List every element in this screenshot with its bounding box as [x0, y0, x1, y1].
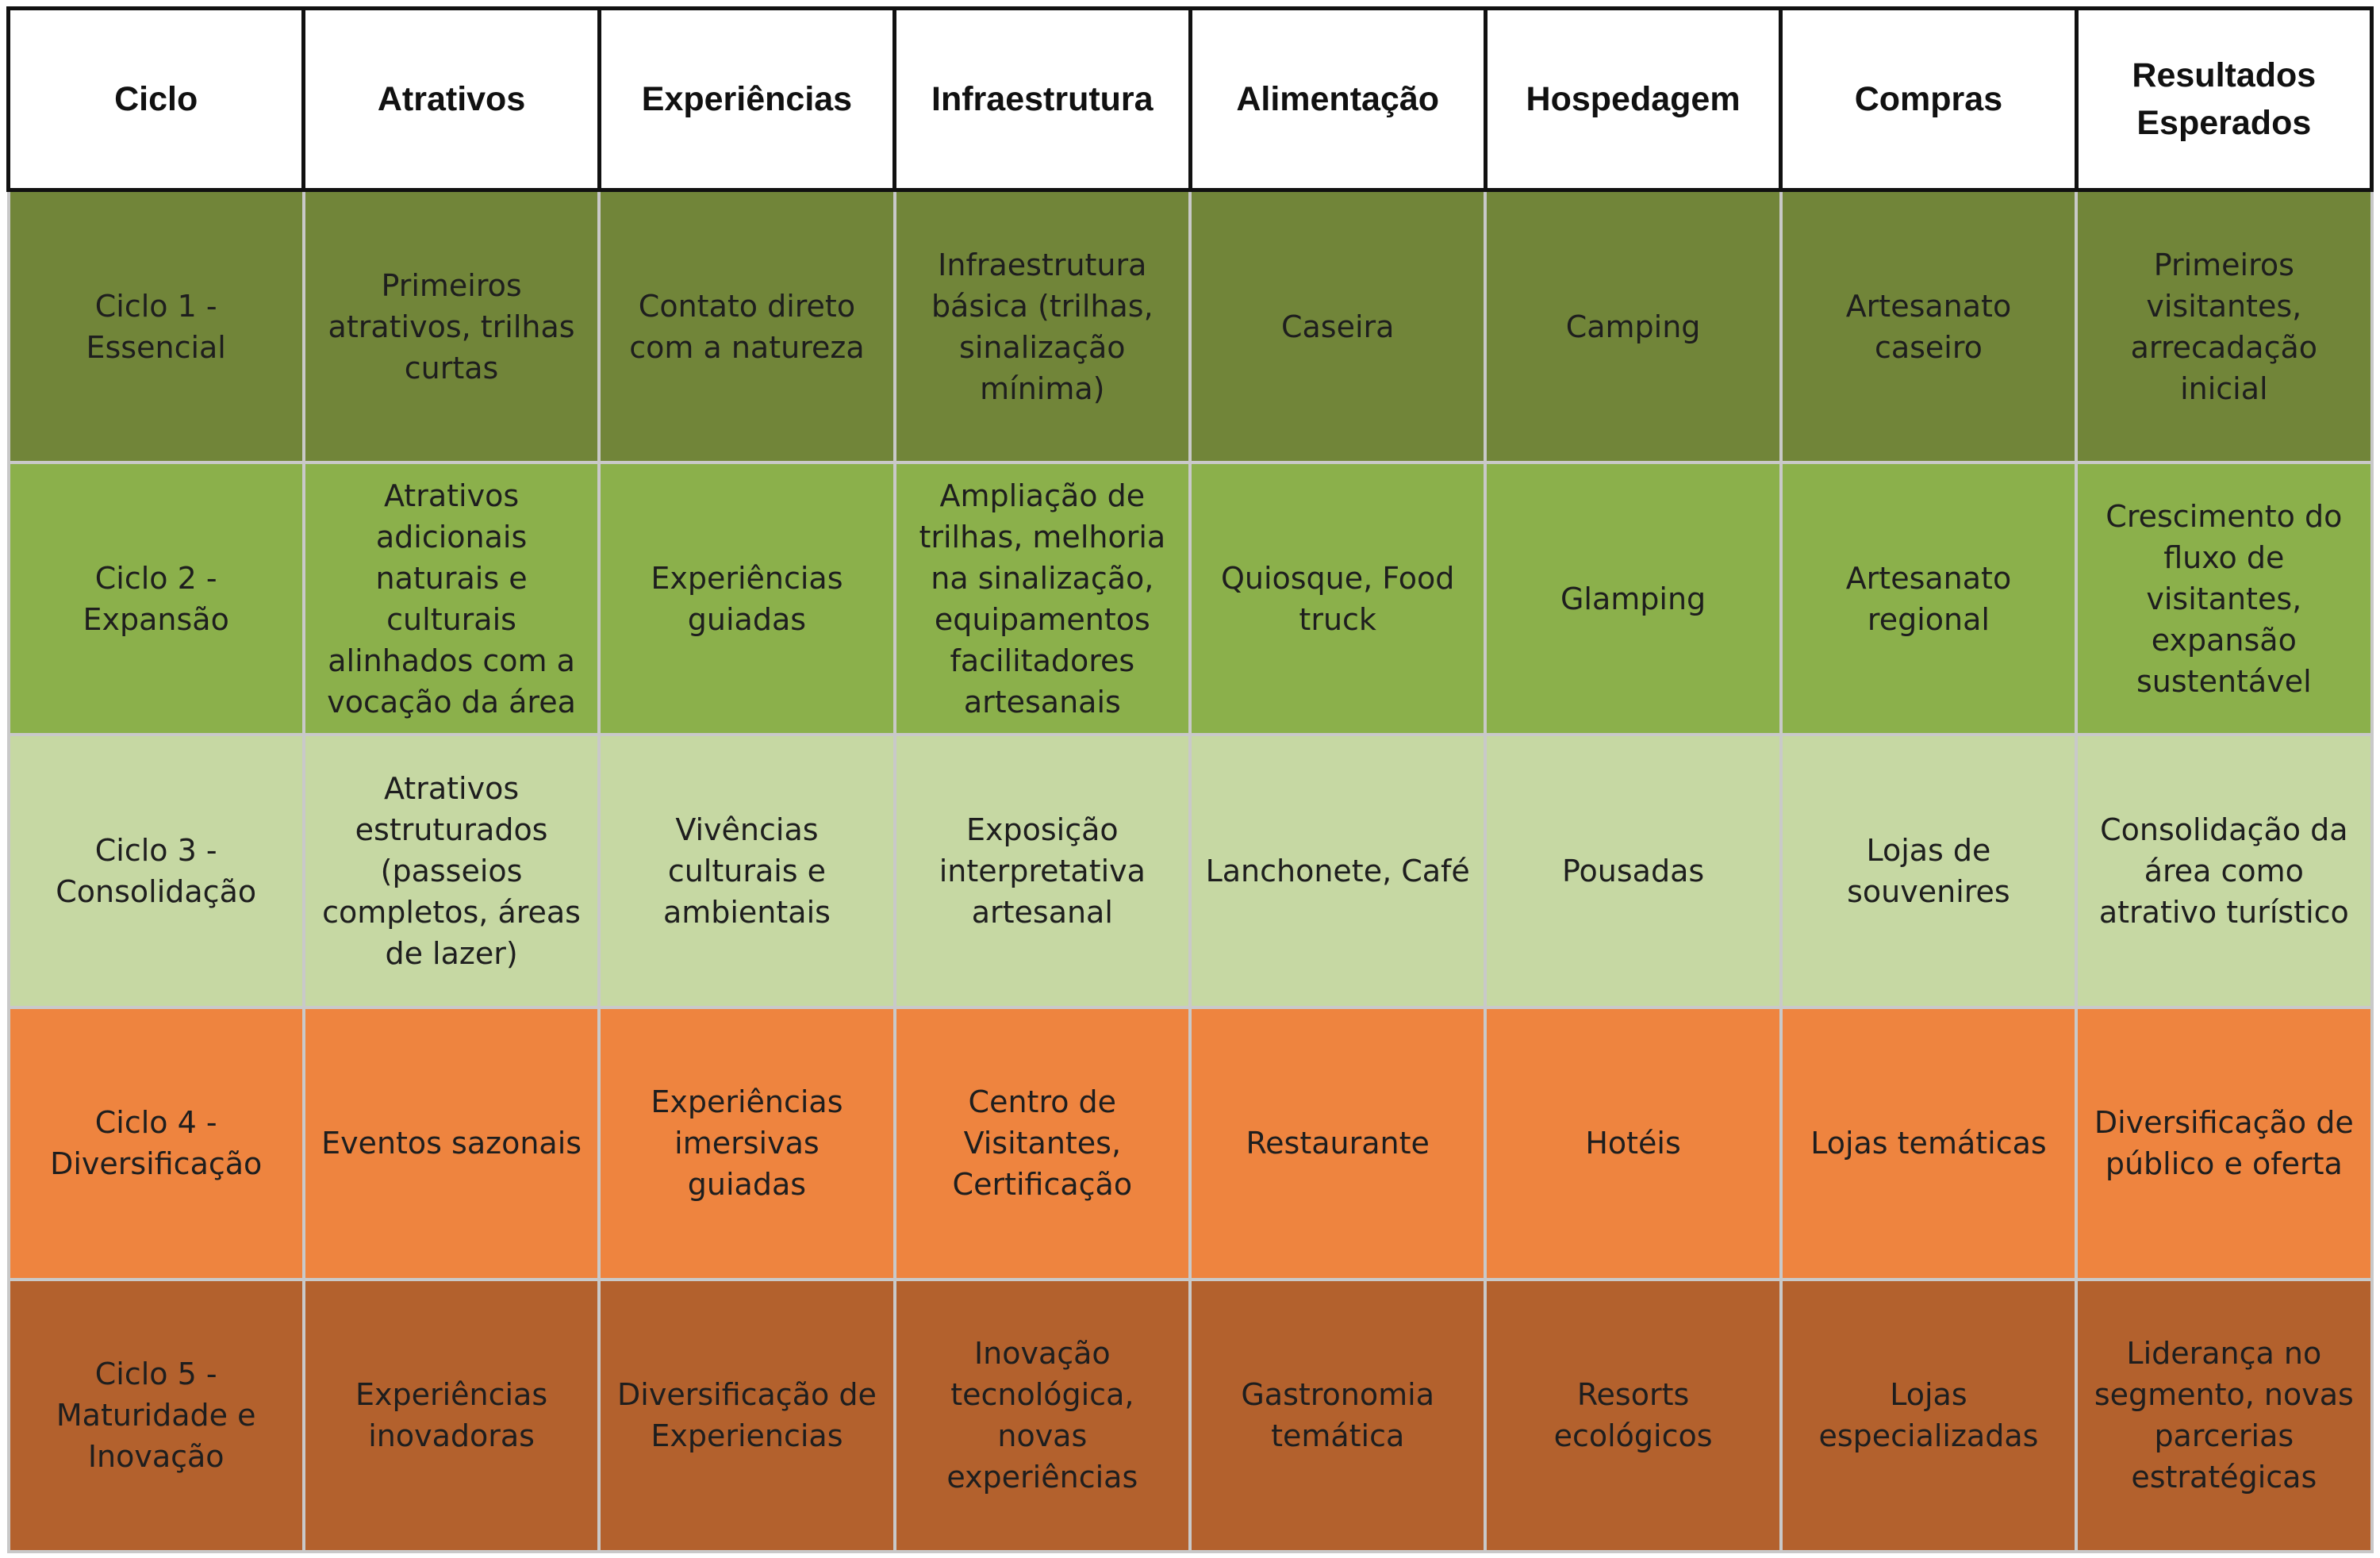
cell-text: Atrativos adicionais naturais e culturai… [327, 478, 576, 720]
cell-text: Primeiros atrativos, trilhas curtas [328, 267, 575, 386]
cell-text: Primeiros visitantes, arrecadação inicia… [2130, 247, 2318, 406]
table-cell-resultados: Consolidação da área como atrativo turís… [2075, 733, 2374, 1009]
cell-text: Diversificação de público e oferta [2094, 1105, 2354, 1182]
table-cell-experiencias: Experiências guiadas [597, 461, 896, 737]
cell-text: Gastronomia temática [1241, 1377, 1435, 1454]
table-cell-experiencias: Vivências culturais e ambientais [597, 733, 896, 1009]
table-cell-hospedagem: Resorts ecológicos [1484, 1277, 1783, 1554]
cell-text: Ciclo 2 - Expansão [83, 560, 229, 637]
table-cell-infraestrutura: Ampliação de trilhas, melhoria na sinali… [892, 461, 1192, 737]
table-cell-compras: Artesanato caseiro [1779, 188, 2079, 465]
cell-text: Pousadas [1561, 853, 1705, 888]
cell-text: Lojas especializadas [1818, 1377, 2039, 1454]
table-body: Ciclo 1 - Essencial Primeiros atrativos,… [6, 188, 2374, 1554]
cell-text: Caseira [1280, 309, 1395, 344]
cell-text: Ciclo 4 - Diversificação [50, 1105, 263, 1182]
cell-text: Artesanato caseiro [1845, 288, 2012, 365]
table-cell-hospedagem: Glamping [1484, 461, 1783, 737]
cell-text: Lanchonete, Café [1205, 853, 1470, 888]
table-cell-compras: Lojas temáticas [1779, 1005, 2079, 1281]
header-atrativos: Atrativos [301, 6, 601, 192]
table-cell-hospedagem: Hotéis [1484, 1005, 1783, 1281]
cell-text: Ciclo 1 - Essencial [86, 288, 226, 365]
table-row-ciclo-5: Ciclo 5 - Maturidade e Inovação Experiên… [6, 1277, 2374, 1554]
cell-text: Vivências culturais e ambientais [662, 812, 831, 930]
table-row-ciclo-1: Ciclo 1 - Essencial Primeiros atrativos,… [6, 188, 2374, 465]
table-cell-infraestrutura: Centro de Visitantes, Certificação [892, 1005, 1192, 1281]
table-cell-ciclo: Ciclo 3 - Consolidação [6, 733, 305, 1009]
table-header: Ciclo Atrativos Experiências Infraestrut… [6, 6, 2374, 192]
cell-text: Glamping [1560, 581, 1706, 616]
cell-text: Eventos sazonais [321, 1126, 582, 1161]
header-row: Ciclo Atrativos Experiências Infraestrut… [6, 6, 2374, 192]
table-cell-infraestrutura: Inovação tecnológica, novas experiências [892, 1277, 1192, 1554]
header-experiencias: Experiências [597, 6, 897, 192]
table-cell-infraestrutura: Exposição interpretativa artesanal [892, 733, 1192, 1009]
table-row-ciclo-2: Ciclo 2 - Expansão Atrativos adicionais … [6, 461, 2374, 737]
cell-text: Resorts ecológicos [1553, 1377, 1713, 1454]
table-cell-atrativos: Atrativos estruturados (passeios complet… [301, 733, 601, 1009]
table-cell-compras: Artesanato regional [1779, 461, 2079, 737]
cell-text: Diversificação de Experiencias [617, 1377, 877, 1454]
cell-text: Hotéis [1585, 1126, 1681, 1161]
table-cell-hospedagem: Camping [1484, 188, 1783, 465]
cell-text: Experiências inovadoras [355, 1377, 548, 1454]
table-cell-compras: Lojas de souvenires [1779, 733, 2079, 1009]
cell-text: Camping [1565, 309, 1701, 344]
table-cell-atrativos: Primeiros atrativos, trilhas curtas [301, 188, 601, 465]
tourism-cycles-table: Ciclo Atrativos Experiências Infraestrut… [6, 6, 2374, 1554]
table-cell-alimentacao: Caseira [1188, 188, 1488, 465]
table-cell-experiencias: Contato direto com a natureza [597, 188, 896, 465]
table-cell-ciclo: Ciclo 1 - Essencial [6, 188, 305, 465]
cell-text: Centro de Visitantes, Certificação [952, 1084, 1133, 1203]
cell-text: Liderança no segmento, novas parcerias e… [2094, 1336, 2354, 1495]
table-cell-ciclo: Ciclo 2 - Expansão [6, 461, 305, 737]
cell-text: Lojas de souvenires [1847, 832, 2010, 909]
table-cell-resultados: Liderança no segmento, novas parcerias e… [2075, 1277, 2374, 1554]
table-cell-alimentacao: Gastronomia temática [1188, 1277, 1488, 1554]
table-cell-resultados: Diversificação de público e oferta [2075, 1005, 2374, 1281]
cell-text: Quiosque, Food truck [1220, 560, 1455, 637]
cell-text: Consolidação da área como atrativo turís… [2098, 812, 2349, 930]
cell-text: Ampliação de trilhas, melhoria na sinali… [919, 478, 1166, 720]
cell-text: Ciclo 5 - Maturidade e Inovação [56, 1357, 256, 1475]
table-cell-alimentacao: Restaurante [1188, 1005, 1488, 1281]
cell-text: Atrativos estruturados (passeios complet… [322, 770, 581, 971]
table-cell-atrativos: Eventos sazonais [301, 1005, 601, 1281]
table-cell-atrativos: Experiências inovadoras [301, 1277, 601, 1554]
cell-text: Crescimento do fluxo de visitantes, expa… [2106, 498, 2343, 699]
header-hospedagem: Hospedagem [1483, 6, 1783, 192]
table-cell-alimentacao: Lanchonete, Café [1188, 733, 1488, 1009]
table-cell-experiencias: Experiências imersivas guiadas [597, 1005, 896, 1281]
header-ciclo: Ciclo [6, 6, 306, 192]
header-compras: Compras [1779, 6, 2079, 192]
table-cell-ciclo: Ciclo 4 - Diversificação [6, 1005, 305, 1281]
table-cell-resultados: Crescimento do fluxo de visitantes, expa… [2075, 461, 2374, 737]
cell-text: Contato direto com a natureza [629, 288, 865, 365]
cell-text: Experiências guiadas [651, 560, 843, 637]
cell-text: Lojas temáticas [1810, 1126, 2047, 1161]
cell-text: Artesanato regional [1845, 560, 2012, 637]
table-cell-compras: Lojas especializadas [1779, 1277, 2079, 1554]
table-cell-resultados: Primeiros visitantes, arrecadação inicia… [2075, 188, 2374, 465]
header-resultados-esperados: Resultados Esperados [2074, 6, 2374, 192]
table-cell-ciclo: Ciclo 5 - Maturidade e Inovação [6, 1277, 305, 1554]
cell-text: Ciclo 3 - Consolidação [56, 832, 257, 909]
header-alimentacao: Alimentação [1188, 6, 1488, 192]
table-cell-alimentacao: Quiosque, Food truck [1188, 461, 1488, 737]
table-cell-experiencias: Diversificação de Experiencias [597, 1277, 896, 1554]
table-row-ciclo-4: Ciclo 4 - Diversificação Eventos sazonai… [6, 1005, 2374, 1281]
table-cell-atrativos: Atrativos adicionais naturais e culturai… [301, 461, 601, 737]
table-row-ciclo-3: Ciclo 3 - Consolidação Atrativos estrutu… [6, 733, 2374, 1009]
cell-text: Inovação tecnológica, novas experiências [946, 1336, 1138, 1495]
table-cell-infraestrutura: Infraestrutura básica (trilhas, sinaliza… [892, 188, 1192, 465]
header-infraestrutura: Infraestrutura [892, 6, 1192, 192]
cell-text: Restaurante [1246, 1126, 1430, 1161]
cell-text: Infraestrutura básica (trilhas, sinaliza… [931, 247, 1154, 406]
cell-text: Experiências imersivas guiadas [651, 1084, 843, 1203]
table-cell-hospedagem: Pousadas [1484, 733, 1783, 1009]
cell-text: Exposição interpretativa artesanal [939, 812, 1146, 930]
